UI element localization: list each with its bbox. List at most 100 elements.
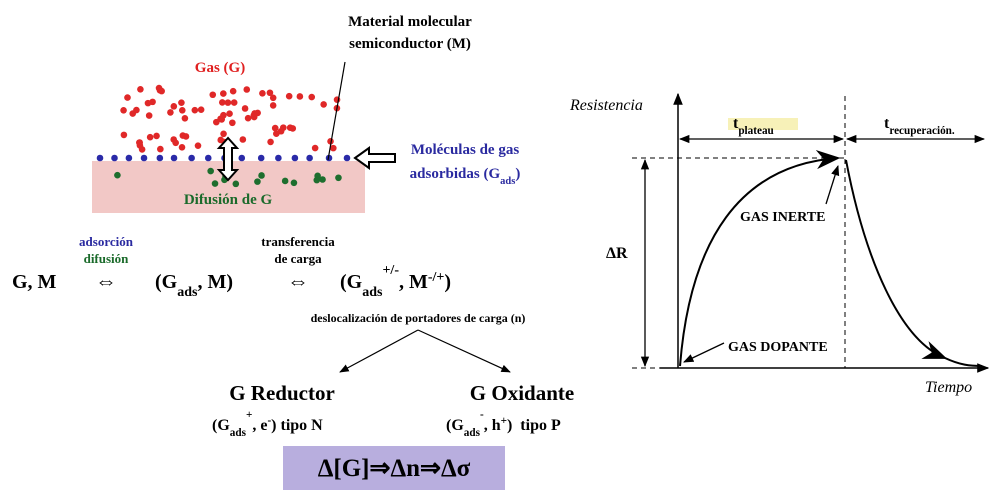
molecule	[120, 107, 127, 114]
molecule	[146, 112, 153, 119]
molecule	[243, 86, 250, 93]
product: (Gads+/-, M-/+)	[340, 263, 451, 300]
molecule	[292, 155, 299, 162]
molecule	[270, 102, 277, 109]
molecule	[280, 124, 287, 131]
molecule	[153, 133, 160, 140]
text: recuperación.	[889, 125, 955, 137]
text: ads	[464, 427, 481, 439]
molecule	[286, 93, 293, 100]
text: (G	[340, 271, 363, 293]
molecule	[287, 124, 294, 131]
molecule	[182, 115, 189, 122]
equiv-arrow: ⇔	[287, 268, 309, 293]
decay-curve	[945, 358, 982, 366]
text: adsorbidas (G	[410, 166, 501, 182]
text: , e	[252, 417, 267, 434]
gas-label: Gas (G)	[195, 60, 245, 76]
molecule	[114, 172, 121, 179]
text: -/+	[428, 270, 445, 285]
adsorbed-label: Moléculas de gas	[411, 142, 519, 158]
molecule	[157, 155, 164, 162]
molecule	[258, 155, 265, 162]
reactants: G, M	[12, 271, 57, 293]
molecule	[157, 146, 164, 153]
text: , h	[484, 417, 501, 434]
dopant-label: GAS DOPANTE	[728, 340, 828, 355]
y-label: Resistencia	[569, 97, 643, 114]
molecule	[313, 177, 320, 184]
molecule	[212, 180, 219, 187]
rise-curve	[680, 158, 838, 366]
text: +/-	[382, 263, 399, 278]
delocalization: deslocalización de portadores de carga (…	[311, 311, 526, 325]
molecule	[308, 94, 315, 101]
molecule	[245, 115, 252, 122]
material-label: Material molecular	[348, 14, 472, 30]
molecule	[139, 146, 146, 153]
text: , M	[399, 271, 428, 293]
pointer-line	[328, 62, 345, 160]
molecule	[179, 107, 186, 114]
molecule	[272, 125, 279, 132]
molecule	[275, 155, 282, 162]
molecule	[170, 136, 177, 143]
molecule	[282, 178, 289, 185]
summary: Δ[G]⇒Δn⇒Δσ	[318, 455, 471, 482]
molecule	[188, 155, 195, 162]
pointer	[826, 166, 838, 204]
molecule	[306, 155, 313, 162]
molecule	[220, 90, 227, 97]
inert-label: GAS INERTE	[740, 210, 825, 225]
molecule	[171, 155, 178, 162]
oxidante-detail: (Gads-, h+) tipo P	[446, 409, 561, 439]
molecule	[137, 86, 144, 93]
step-label: de carga	[274, 251, 322, 266]
molecule	[156, 85, 163, 92]
molecule	[205, 155, 212, 162]
molecule	[133, 107, 140, 114]
molecule	[259, 90, 266, 97]
molecule	[251, 114, 258, 121]
recovery-label: trecuperación.	[884, 115, 955, 137]
molecule	[209, 91, 216, 98]
molecule	[258, 172, 265, 179]
diffusion-label: Difusión de G	[184, 192, 273, 208]
branch-arrow	[340, 330, 418, 372]
molecule	[192, 107, 199, 114]
x-label: Tiempo	[925, 379, 972, 396]
molecule	[312, 145, 319, 152]
molecule	[167, 109, 174, 116]
molecule	[220, 112, 227, 119]
molecule	[111, 155, 118, 162]
molecule	[180, 132, 187, 139]
text: ) tipo N	[271, 417, 323, 434]
step-label: difusión	[84, 251, 130, 266]
molecule	[126, 155, 133, 162]
molecule	[198, 106, 205, 113]
decay-curve	[846, 160, 945, 358]
molecule	[225, 99, 232, 106]
molecule	[231, 99, 238, 106]
step-label: adsorción	[79, 234, 134, 249]
molecule	[270, 94, 277, 101]
molecule	[220, 131, 227, 138]
molecule	[179, 144, 186, 151]
text: )	[515, 166, 520, 182]
molecule	[242, 105, 249, 112]
molecule	[219, 99, 226, 106]
text: (G	[155, 271, 178, 293]
molecule	[171, 103, 178, 110]
molecule	[240, 136, 247, 143]
molecule	[141, 155, 148, 162]
molecule	[291, 180, 298, 187]
molecule	[344, 155, 351, 162]
adsorbed-label: adsorbidas (Gads)	[410, 166, 521, 187]
text: plateau	[738, 125, 773, 137]
text: , M)	[197, 271, 233, 293]
molecule	[297, 93, 304, 100]
oxidante-title: G Oxidante	[470, 381, 574, 405]
molecule	[136, 139, 143, 146]
intermediate: (Gads, M)	[155, 271, 233, 300]
pointer	[684, 343, 724, 362]
